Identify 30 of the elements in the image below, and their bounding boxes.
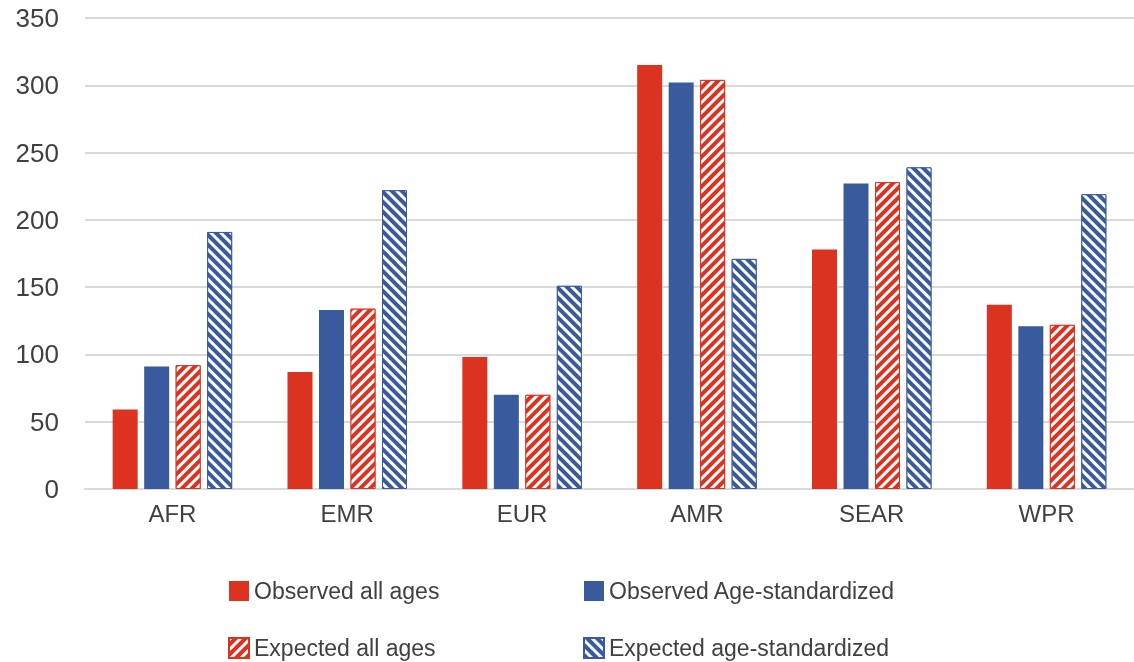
bar	[812, 249, 837, 489]
x-tick-label: EUR	[496, 499, 548, 527]
bar	[493, 394, 519, 489]
legend-label: Expected all ages	[254, 635, 436, 661]
legend-label: Observed Age-standardized	[609, 578, 895, 604]
y-tick-label: 250	[15, 137, 59, 168]
y-tick-label: 200	[15, 204, 59, 235]
x-tick-label: AFR	[148, 499, 197, 527]
legend-label: Observed all ages	[254, 578, 440, 604]
y-tick-label: 0	[44, 474, 59, 504]
bar	[668, 82, 694, 489]
bar	[144, 366, 170, 489]
legend-label: Expected age-standardized	[609, 635, 890, 661]
bar	[986, 304, 1012, 489]
bar	[637, 65, 663, 489]
x-tick-label: EMR	[320, 499, 374, 527]
bar	[843, 183, 869, 489]
bar	[462, 357, 488, 489]
y-tick-label: 100	[15, 339, 59, 370]
y-tick-label: 150	[15, 272, 59, 303]
y-tick-label: 50	[30, 406, 59, 437]
y-tick-label: 350	[15, 3, 59, 33]
bar	[112, 409, 138, 489]
bar	[1018, 326, 1044, 489]
bar	[319, 310, 344, 489]
y-tick-label: 300	[15, 70, 59, 101]
bar	[287, 371, 313, 489]
x-tick-label: SEAR	[839, 499, 905, 527]
x-tick-label: WPR	[1018, 499, 1075, 527]
x-tick-label: AMR	[670, 499, 724, 527]
